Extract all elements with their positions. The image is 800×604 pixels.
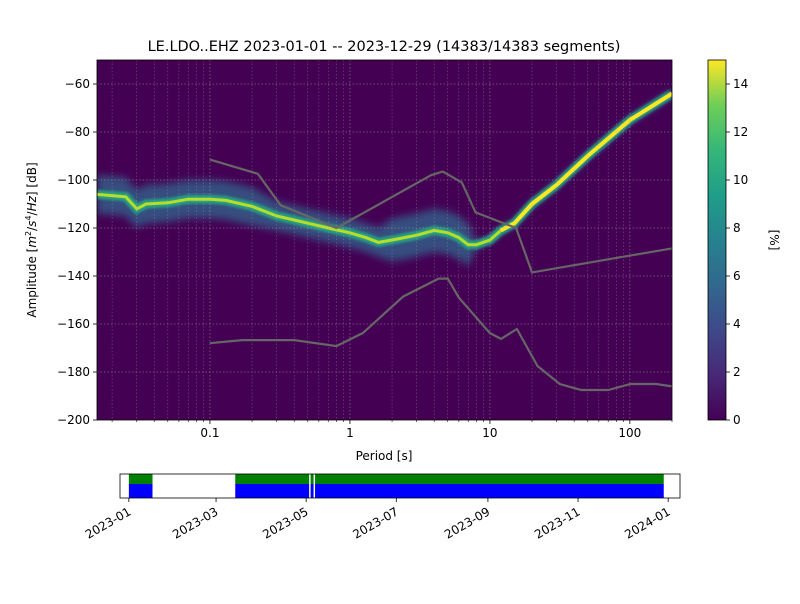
timeline-tick-label: 2023-07 [350, 504, 400, 541]
y-axis-label: Amplitude [m2/s4/Hz] [dB] [24, 162, 39, 317]
chart-title: LE.LDO..EHZ 2023-01-01 -- 2023-12-29 (14… [148, 39, 621, 55]
x-tick-label: 100 [618, 426, 641, 440]
colorbar: 0 2 4 6 8 10 12 14 [%] [707, 59, 781, 427]
colorbar-tick-label: 6 [733, 269, 741, 283]
timeline-tick-label: 2024-01 [622, 504, 672, 541]
y-tick-label: −140 [57, 269, 90, 283]
coverage-data-bar [315, 484, 664, 498]
y-axis-ticks: −200 −180 −160 −140 −120 −100 −80 −60 [57, 77, 97, 427]
colorbar-tick-label: 4 [733, 317, 741, 331]
colorbar-ticks: 0 2 4 6 8 10 12 14 [726, 77, 748, 427]
coverage-data-bar [310, 484, 314, 498]
x-axis-ticks: 0.1 1 10 100 [111, 420, 673, 440]
coverage-used-bar [128, 474, 153, 484]
coverage-bars [128, 474, 664, 498]
coverage-used-bar [235, 474, 310, 484]
x-tick-label: 0.1 [200, 426, 219, 440]
timeline-tick-label: 2023-01 [83, 504, 133, 541]
y-tick-label: −60 [65, 77, 90, 91]
y-tick-label: −200 [57, 413, 90, 427]
y-tick-label: −120 [57, 221, 90, 235]
coverage-data-bar [235, 484, 310, 498]
timeline-tick-label: 2023-03 [170, 504, 220, 541]
timeline-tick-label: 2023-05 [260, 504, 310, 541]
noise-model-curves [209, 158, 672, 392]
y-tick-label: −180 [57, 365, 90, 379]
main-axes: 0.1 1 10 100 −200 −180 −160 −140 −120 −100 −80 −60… [24, 59, 673, 463]
timeline-frame [119, 473, 681, 499]
colorbar-tick-label: 0 [733, 413, 741, 427]
nhnm-curve [209, 158, 672, 274]
x-tick-label: 1 [346, 426, 354, 440]
colorbar-label: [%] [767, 230, 781, 251]
colorbar-tick-label: 14 [733, 77, 748, 91]
plot-frame [96, 59, 673, 421]
colorbar-tick-label: 10 [733, 173, 748, 187]
coverage-used-bar [315, 474, 664, 484]
colorbar-gradient [707, 59, 727, 421]
coverage-timeline: 2023-01 2023-03 2023-05 2023-07 2023-09 2023-… [83, 473, 681, 542]
y-tick-label: −80 [65, 125, 90, 139]
x-tick-label: 10 [482, 426, 497, 440]
colorbar-tick-label: 12 [733, 125, 748, 139]
colorbar-tick-label: 8 [733, 221, 741, 235]
colorbar-tick-label: 2 [733, 365, 741, 379]
density-spread [97, 90, 672, 267]
timeline-ticks: 2023-01 2023-03 2023-05 2023-07 2023-09 2023-… [83, 498, 673, 542]
nlnm-curve [209, 277, 672, 392]
x-axis-label: Period [s] [356, 449, 413, 463]
timeline-tick-label: 2023-11 [532, 504, 582, 541]
grid-lines [97, 60, 672, 420]
coverage-used-bar [310, 474, 314, 484]
y-tick-label: −100 [57, 173, 90, 187]
timeline-tick-label: 2023-09 [442, 504, 492, 541]
y-tick-label: −160 [57, 317, 90, 331]
coverage-data-bar [128, 484, 153, 498]
